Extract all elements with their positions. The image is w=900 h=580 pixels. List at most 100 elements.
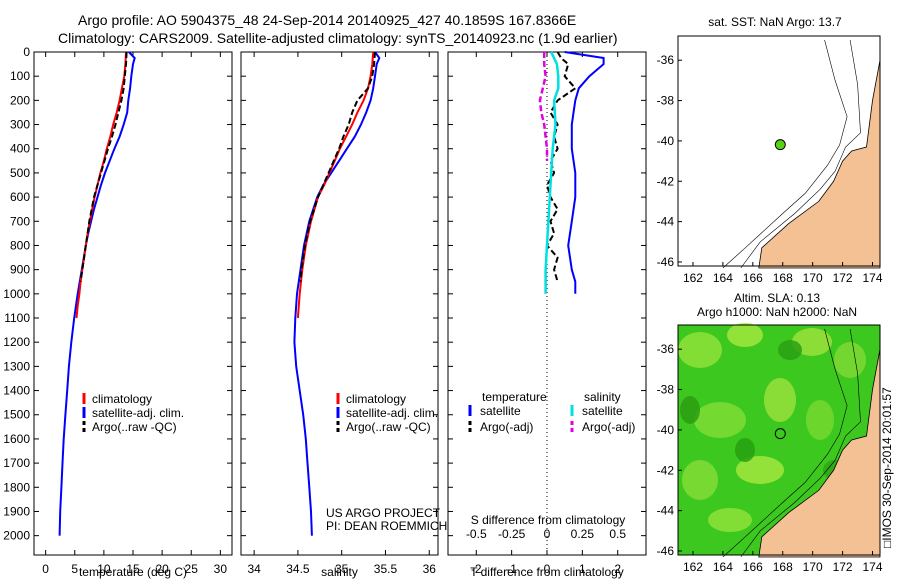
sla-anomaly <box>736 456 784 484</box>
isobath-line <box>740 39 861 269</box>
plot-frame-temp <box>33 51 233 556</box>
x-tick-label: 35 <box>335 562 349 576</box>
x-tick-label: -2 <box>471 562 482 576</box>
chart-title-line2: Climatology: CARS2009. Satellite-adjuste… <box>58 30 618 46</box>
map-x-tick-label: 164 <box>713 271 733 285</box>
map-y-tick-label: -44 <box>657 215 675 229</box>
x-tick-label: 34 <box>247 562 261 576</box>
y-tick-label: 1400 <box>3 384 30 398</box>
series-climatology-line <box>296 51 375 319</box>
x-tick-label: 34.5 <box>286 562 310 576</box>
timestamp-label: □IMOS 30-Sep-2014 20:01:57 <box>880 387 894 548</box>
top-tick-label: -0.25 <box>498 527 526 541</box>
y-tick-label: 400 <box>10 142 30 156</box>
chart-title-line1: Argo profile: AO 5904375_48 24-Sep-2014 … <box>78 12 577 28</box>
x-tick-label: 35.5 <box>374 562 398 576</box>
sla-anomaly <box>708 508 752 532</box>
sla-anomaly <box>735 438 755 462</box>
x-tick-label: 20 <box>155 562 169 576</box>
sla-anomaly <box>764 378 796 422</box>
y-tick-label: 500 <box>10 166 30 180</box>
argo-float-marker <box>774 139 786 151</box>
map-y-tick-label: -38 <box>657 383 675 397</box>
series-t-satellite-line <box>564 51 605 294</box>
map-x-tick-label: 172 <box>833 271 853 285</box>
series-satellite-line <box>58 51 136 536</box>
series-argo-line <box>79 51 128 282</box>
legend-label: satellite <box>582 404 623 418</box>
x-tick-label: 2 <box>614 562 621 576</box>
legend-label: Argo(-adj) <box>582 420 635 434</box>
map-y-tick-label: -36 <box>657 53 675 67</box>
plot-frame-diff <box>447 51 647 556</box>
map-y-tick-label: -40 <box>657 423 675 437</box>
y-tick-label: 0 <box>23 45 30 59</box>
x-axis-label: salinity <box>321 565 358 579</box>
sla-anomaly <box>678 332 722 368</box>
y-tick-label: 1000 <box>3 287 30 301</box>
map-x-tick-label: 174 <box>863 271 883 285</box>
land-mass <box>758 349 881 558</box>
map-x-tick-label: 166 <box>743 271 763 285</box>
top-map-frame <box>677 35 881 267</box>
map-y-tick-label: -36 <box>657 342 675 356</box>
y-tick-label: 100 <box>10 69 30 83</box>
x-axis-label: temperature (deg C) <box>79 565 187 579</box>
y-tick-label: 700 <box>10 214 30 228</box>
series-satellite-line <box>293 51 381 536</box>
top-tick-label: -0.5 <box>466 527 487 541</box>
bottom-map-frame <box>677 324 881 556</box>
top-axis-label: S difference from climatology <box>471 513 626 527</box>
map-y-tick-label: -38 <box>657 94 675 108</box>
x-tick-label: -1 <box>506 562 517 576</box>
top-tick-label: 0 <box>544 527 551 541</box>
y-tick-label: 200 <box>10 93 30 107</box>
sla-anomaly <box>806 400 834 440</box>
y-tick-label: 2000 <box>3 529 30 543</box>
y-tick-label: 600 <box>10 190 30 204</box>
legend-label: satellite <box>480 404 521 418</box>
legend-label: Argo(..raw -QC) <box>92 420 177 434</box>
map-y-tick-label: -42 <box>657 174 675 188</box>
map-y-tick-label: -44 <box>657 504 675 518</box>
x-tick-label: 5 <box>71 562 78 576</box>
legend-label: satellite-adj. clim. <box>92 406 184 420</box>
top-map-title: sat. SST: NaN Argo: 13.7 <box>708 15 842 29</box>
map-x-tick-label: 162 <box>683 271 703 285</box>
sla-anomaly <box>778 340 802 360</box>
y-tick-label: 1100 <box>4 311 30 325</box>
y-tick-label: 300 <box>10 118 30 132</box>
y-tick-label: 1500 <box>3 408 30 422</box>
legend-label: climatology <box>346 392 406 406</box>
sla-anomaly <box>834 342 866 378</box>
legend-header-salinity: salinity <box>584 390 621 404</box>
map-x-tick-label: 170 <box>803 560 823 574</box>
sla-anomaly <box>680 396 700 424</box>
map-y-tick-label: -46 <box>657 544 675 558</box>
map-x-tick-label: 164 <box>713 560 733 574</box>
x-tick-label: 0 <box>544 562 551 576</box>
legend-header-temperature: temperature <box>482 390 547 404</box>
x-tick-label: 30 <box>214 562 228 576</box>
isobath-line <box>722 39 848 269</box>
x-tick-label: 10 <box>97 562 111 576</box>
sla-anomaly <box>694 402 746 438</box>
sla-anomaly <box>792 328 832 356</box>
bottom-map-subtitle: Argo h1000: NaN h2000: NaN <box>697 305 857 319</box>
legend-label: Argo(-adj) <box>480 420 533 434</box>
map-x-tick-label: 170 <box>803 271 823 285</box>
isobath-line <box>722 328 848 558</box>
argo-float-marker <box>774 428 786 440</box>
top-tick-label: 0.5 <box>609 527 626 541</box>
map-y-tick-label: -40 <box>657 134 675 148</box>
sla-anomaly <box>682 460 718 500</box>
map-x-tick-label: 162 <box>683 560 703 574</box>
top-tick-label: 0.25 <box>571 527 595 541</box>
y-tick-label: 1900 <box>3 504 30 518</box>
isobath-line <box>740 328 861 558</box>
y-tick-label: 1700 <box>3 456 30 470</box>
map-x-tick-label: 168 <box>773 560 793 574</box>
series-argo-line <box>299 51 376 282</box>
x-tick-label: 1 <box>579 562 586 576</box>
legend-label: climatology <box>92 392 152 406</box>
